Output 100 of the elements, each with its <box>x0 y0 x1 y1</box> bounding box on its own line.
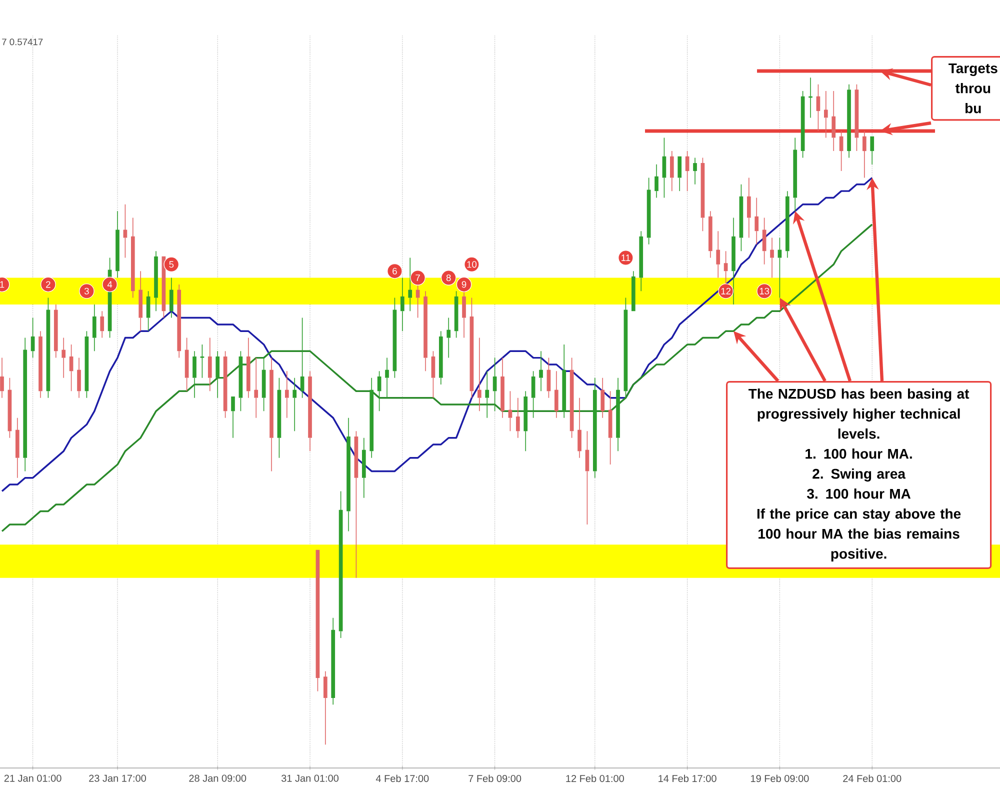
candlestick <box>554 370 558 418</box>
candlestick <box>84 330 89 398</box>
text: throu <box>955 82 990 94</box>
candlestick <box>477 337 482 412</box>
candlestick <box>631 270 636 312</box>
candlestick <box>854 84 859 152</box>
candlestick <box>516 397 520 438</box>
candlestick <box>600 377 605 418</box>
candlestick <box>762 217 766 265</box>
candlestick <box>130 217 135 298</box>
candlestick <box>0 357 4 398</box>
annotation: 9 <box>462 281 466 288</box>
candlestick <box>847 84 851 158</box>
candlestick <box>77 357 81 398</box>
candlestick <box>316 550 320 692</box>
annotation: levels. <box>838 428 880 439</box>
candlestick <box>54 304 58 358</box>
candlestick <box>277 377 282 458</box>
candlestick <box>254 357 258 418</box>
annotation: 4 <box>107 281 112 288</box>
annotation: 10 <box>467 261 477 268</box>
annotation: 2. Swing area <box>812 468 906 482</box>
candlestick <box>8 377 12 438</box>
candlestick <box>262 357 266 412</box>
annotation: 5 <box>169 261 174 268</box>
candlestick <box>208 337 212 392</box>
candlestick <box>485 370 490 418</box>
candlestick <box>592 377 597 478</box>
candlestick <box>62 337 66 378</box>
candlestick <box>15 417 20 478</box>
candlestick <box>700 157 705 232</box>
candlestick <box>724 250 728 285</box>
candlestick <box>146 290 150 332</box>
candlestick <box>238 350 243 412</box>
candlestick <box>824 90 828 138</box>
text: bu <box>966 102 981 114</box>
candlestick <box>270 357 274 472</box>
candlestick <box>531 370 536 418</box>
candlestick <box>624 297 628 398</box>
candlestick <box>346 417 350 532</box>
candlestick <box>200 344 204 378</box>
candlestick <box>639 230 644 292</box>
candlestick <box>177 284 182 358</box>
candlestick <box>223 350 228 418</box>
candlestick <box>338 490 343 638</box>
candlestick <box>392 297 397 378</box>
x-tick-label: 24 Feb 01:00 <box>843 774 902 782</box>
x-tick-label: 28 Jan 09:00 <box>189 774 246 782</box>
annotation: 100 hour MA the bias remains <box>758 528 960 539</box>
annotation: The NZDUSD has been basing at <box>748 388 970 402</box>
candlestick <box>362 437 366 498</box>
candlestick <box>746 177 751 238</box>
candlestick <box>470 297 474 398</box>
candlestick <box>739 184 744 252</box>
candlestick <box>539 350 543 392</box>
candlestick <box>169 277 174 318</box>
candlestick <box>616 377 620 452</box>
candlestick <box>870 136 874 165</box>
candlestick <box>862 130 866 178</box>
candlestick <box>92 304 96 352</box>
candlestick <box>578 397 582 458</box>
candlestick <box>23 337 28 472</box>
candlestick <box>154 250 158 312</box>
candlestick <box>678 156 682 192</box>
annotation: If the price can stay above the <box>757 508 961 522</box>
candlestick <box>116 210 120 278</box>
candlestick <box>424 290 428 372</box>
candlestick <box>400 277 404 332</box>
annotation: 13 <box>760 288 770 294</box>
annotation: 6 <box>392 268 397 274</box>
text: 7 0.57417 <box>2 38 43 46</box>
candlestick <box>184 337 189 392</box>
candlestick <box>300 317 304 398</box>
candlestick <box>832 90 836 152</box>
candlestick <box>292 377 297 432</box>
candlestick <box>816 84 820 132</box>
candlestick <box>408 257 412 312</box>
candlestick <box>800 90 805 158</box>
candlestick <box>524 390 528 452</box>
annotation: 11 <box>622 254 630 261</box>
candlestick <box>354 430 358 578</box>
candlestick <box>30 317 35 358</box>
annotation: 1 <box>0 281 4 288</box>
candlestick <box>785 190 790 258</box>
candlestick <box>123 204 128 258</box>
x-tick-label: 12 Feb 01:00 <box>566 774 624 782</box>
candlestick <box>608 390 612 465</box>
candlestick <box>431 350 436 398</box>
annotation: 3 <box>84 288 89 294</box>
x-tick-label: 21 Jan 01:00 <box>4 774 62 782</box>
annotation: 8 <box>446 274 451 282</box>
x-tick-label: 4 Feb 17:00 <box>376 774 429 782</box>
candlestick <box>438 330 443 385</box>
candlestick <box>754 197 759 245</box>
candlestick <box>377 370 382 412</box>
annotation: 1. 100 hour MA. <box>806 448 912 459</box>
candlestick <box>793 137 798 212</box>
text: Targets <box>948 63 998 76</box>
candlestick <box>839 130 844 172</box>
candlestick <box>46 297 50 398</box>
